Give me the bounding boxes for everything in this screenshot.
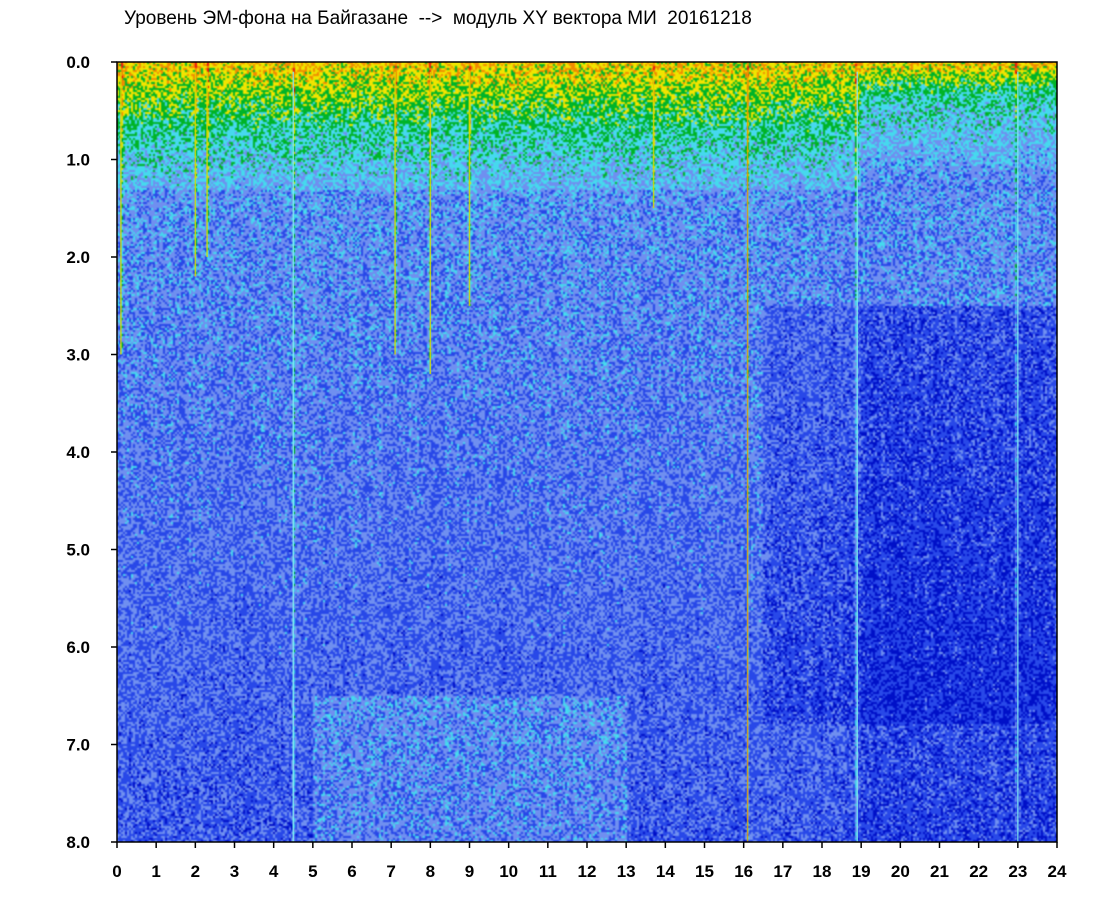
y-tick-label: 5.0	[66, 541, 90, 560]
y-tick-label: 6.0	[66, 638, 90, 657]
plot-area	[117, 62, 1057, 842]
x-tick-label: 24	[1048, 862, 1067, 881]
x-tick-label: 3	[230, 862, 239, 881]
y-tick-label: 2.0	[66, 248, 90, 267]
x-tick-label: 18	[813, 862, 832, 881]
heatmap-image	[117, 62, 1057, 842]
y-axis: 0.0 1.0 2.0 3.0 4.0 5.0 6.0 7.0 8.0	[66, 53, 117, 852]
x-tick-label: 12	[578, 862, 597, 881]
x-tick-label: 11	[539, 862, 557, 881]
y-tick-label: 4.0	[66, 443, 90, 462]
x-tick-label: 4	[269, 862, 279, 881]
x-tick-label: 10	[499, 862, 518, 881]
x-tick-label: 14	[656, 862, 675, 881]
x-tick-label: 1	[151, 862, 160, 881]
y-tick-label: 3.0	[66, 346, 90, 365]
y-tick-label: 8.0	[66, 833, 90, 852]
x-tick-label: 9	[465, 862, 474, 881]
x-tick-label: 6	[347, 862, 356, 881]
y-tick-label: 0.0	[66, 53, 90, 72]
x-tick-label: 13	[617, 862, 636, 881]
x-tick-label: 5	[308, 862, 317, 881]
x-tick-label: 2	[191, 862, 200, 881]
x-axis: 0 1 2 3 4 5 6 7 8 9 10 11 12 13 14 15 16 17 18 19 20 21 22 23 24	[112, 842, 1067, 881]
x-tick-label: 16	[734, 862, 753, 881]
chart-title: Уровень ЭМ-фона на Байгазане --> модуль …	[124, 8, 752, 29]
y-tick-label: 7.0	[66, 736, 90, 755]
y-tick-label: 1.0	[66, 151, 90, 170]
x-tick-label: 21	[930, 862, 949, 881]
x-tick-label: 23	[1008, 862, 1027, 881]
x-tick-label: 17	[773, 862, 792, 881]
vertical-streaks	[120, 71, 1019, 842]
x-tick-label: 8	[426, 862, 435, 881]
x-tick-label: 0	[112, 862, 121, 881]
x-tick-label: 20	[891, 862, 910, 881]
x-tick-label: 19	[852, 862, 871, 881]
x-tick-label: 15	[695, 862, 714, 881]
x-tick-label: 22	[969, 862, 988, 881]
x-tick-label: 7	[386, 862, 395, 881]
